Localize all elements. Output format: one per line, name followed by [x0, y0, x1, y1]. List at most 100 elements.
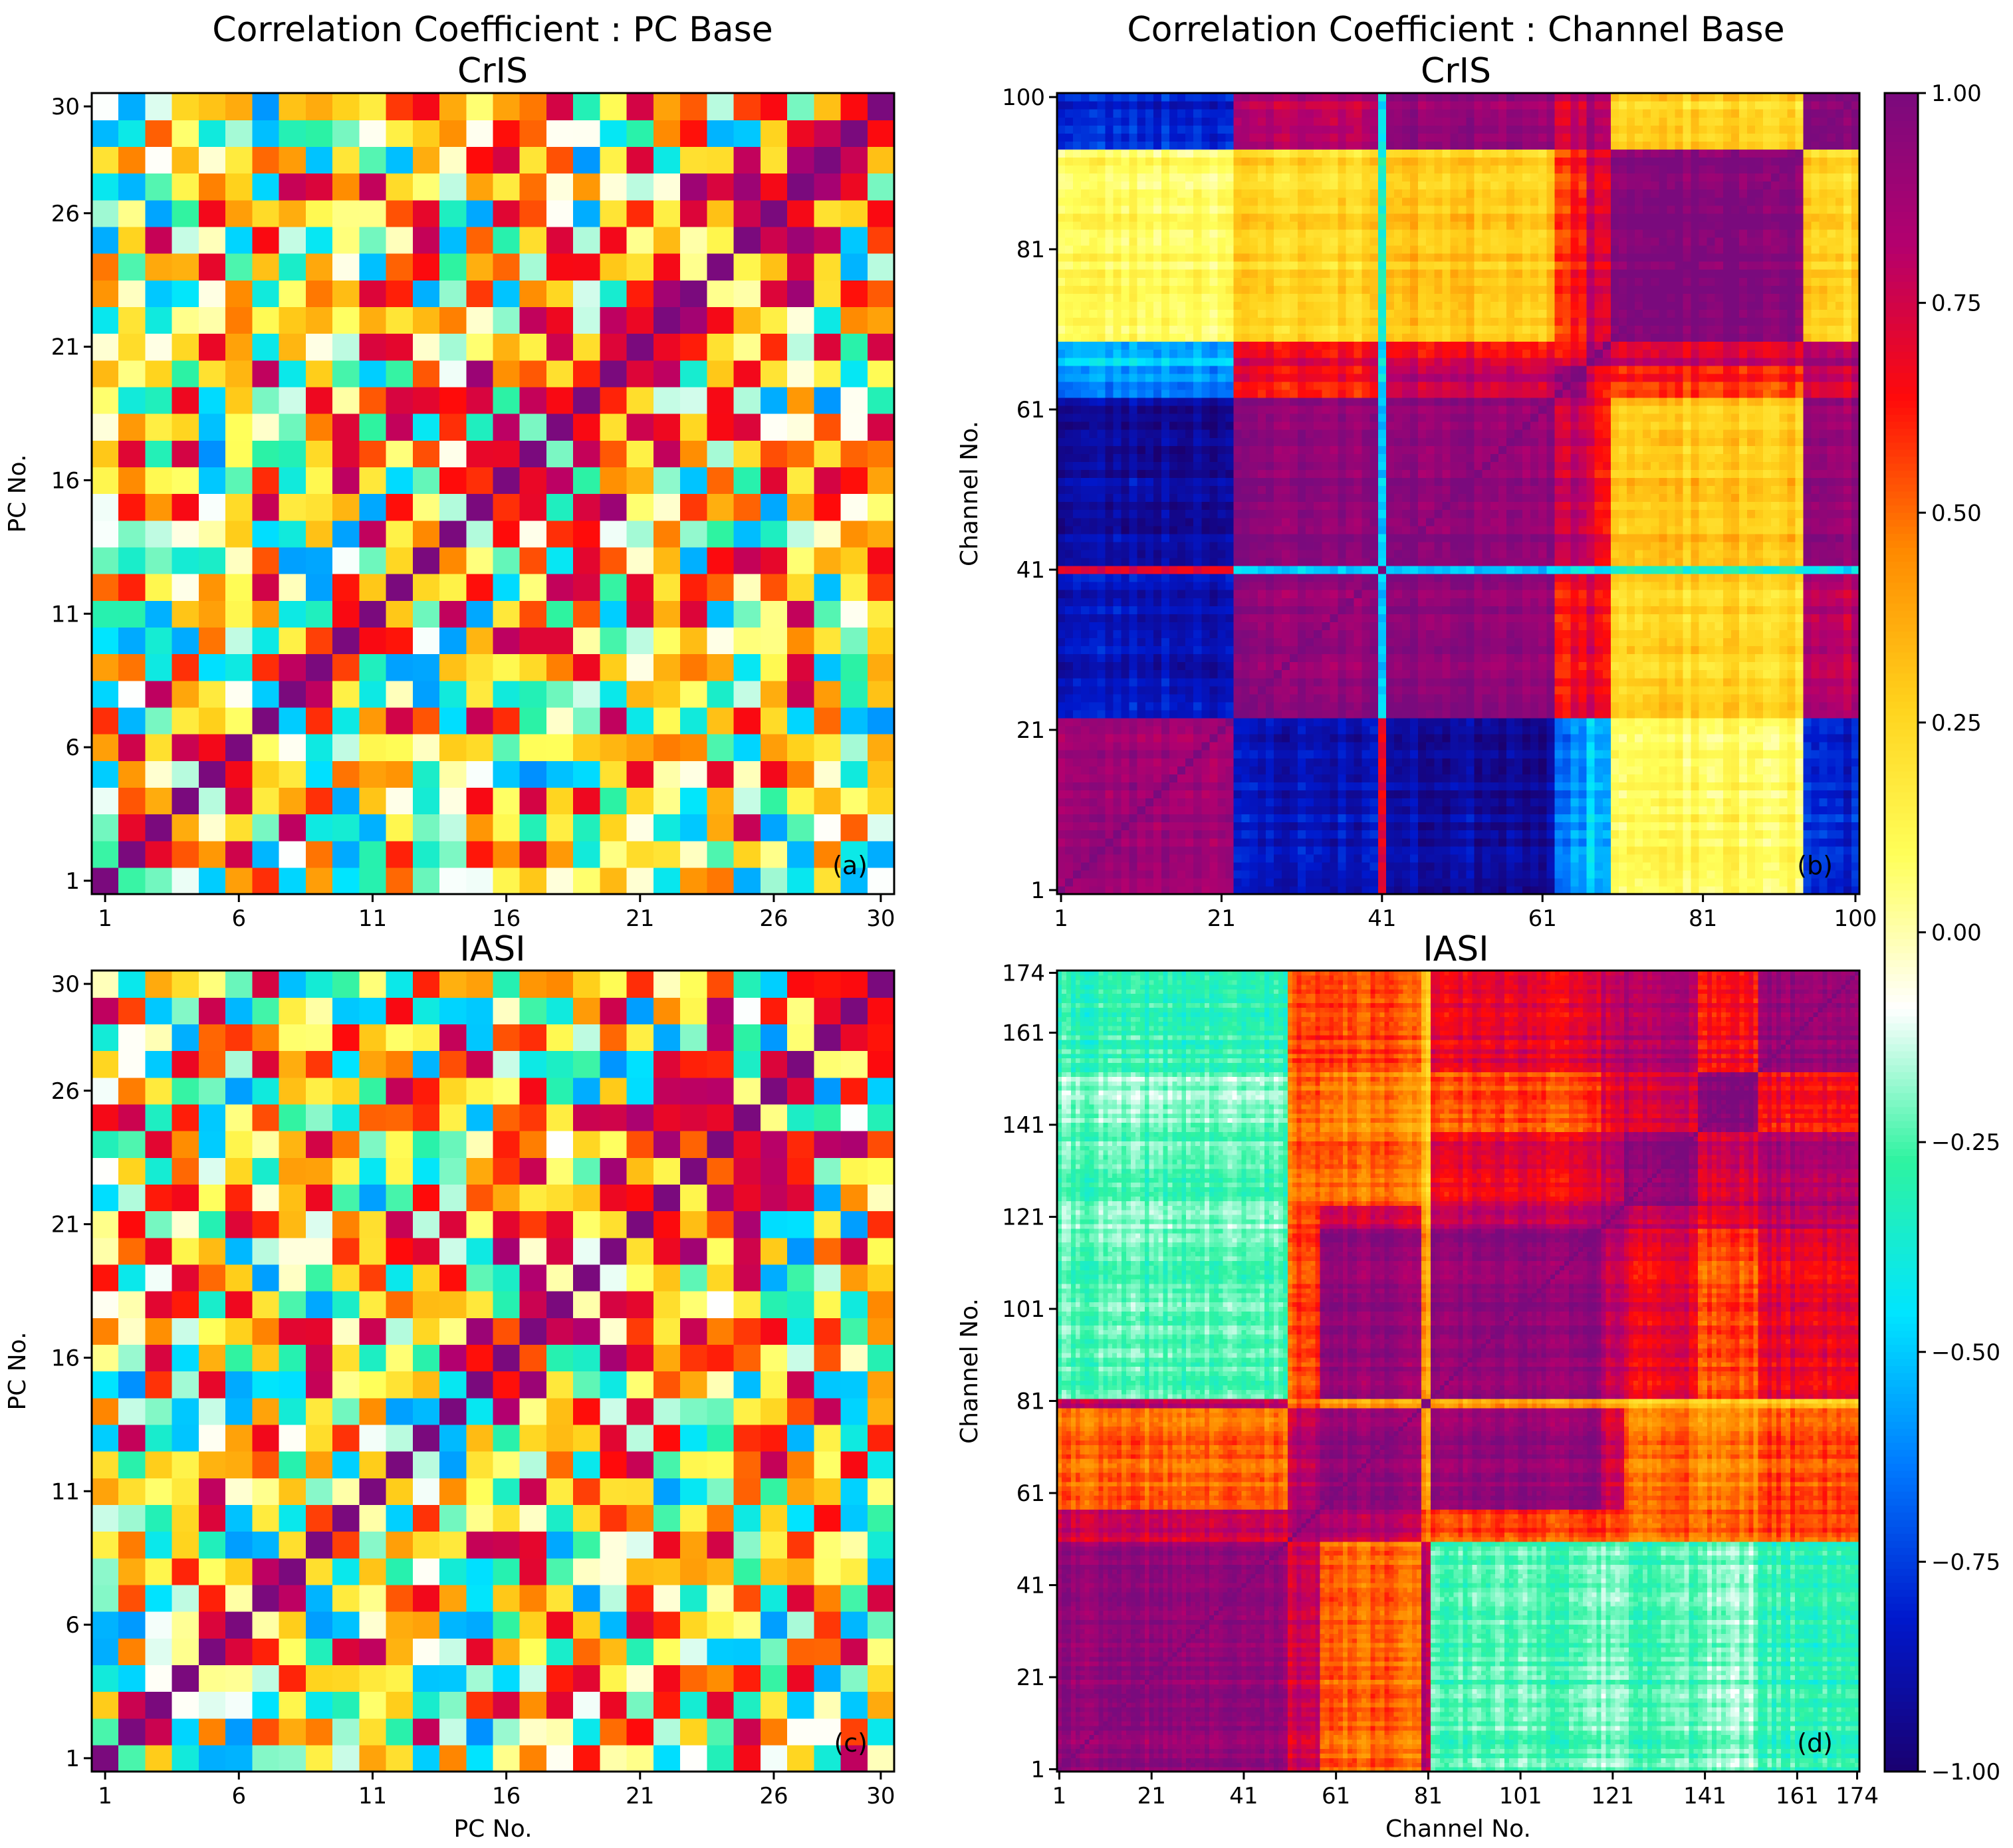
heatmap-cell — [1314, 709, 1322, 719]
heatmap-cell — [1554, 574, 1564, 582]
heatmap-cell — [1073, 790, 1082, 798]
heatmap-cell — [1354, 798, 1363, 807]
heatmap-cell — [1217, 622, 1227, 630]
heatmap-cell — [145, 653, 173, 681]
heatmap-cell — [1089, 734, 1098, 743]
heatmap-cell — [1209, 669, 1218, 679]
heatmap-cell — [814, 173, 842, 201]
heatmap-cell — [1346, 677, 1355, 687]
heatmap-cell — [1458, 622, 1467, 630]
heatmap-cell — [546, 680, 574, 708]
heatmap-cell — [118, 93, 146, 120]
heatmap-cell — [1225, 630, 1235, 638]
heatmap-cell — [1362, 653, 1371, 663]
heatmap-cell — [733, 280, 761, 307]
heatmap-cell — [225, 653, 253, 681]
heatmap-cell — [1426, 606, 1435, 614]
heatmap-cell — [1578, 877, 1588, 887]
heatmap-cell — [1105, 685, 1114, 695]
heatmap-cell — [1298, 622, 1306, 630]
heatmap-cell — [1538, 574, 1547, 582]
heatmap-cell — [1835, 709, 1844, 719]
heatmap-cell — [1298, 565, 1306, 574]
heatmap-cell — [1369, 725, 1379, 735]
heatmap-cell — [1249, 774, 1258, 782]
heatmap-cell — [359, 440, 387, 467]
heatmap-cell — [1722, 653, 1732, 663]
heatmap-cell — [1490, 814, 1499, 823]
heatmap-cell — [1137, 877, 1146, 887]
heatmap-cell — [707, 413, 735, 441]
heatmap-cell — [359, 653, 387, 681]
heatmap-cell — [1057, 645, 1066, 655]
heatmap-cell — [1153, 750, 1162, 758]
heatmap-cell — [1298, 782, 1306, 790]
heatmap-cell — [519, 653, 547, 681]
heatmap-cell — [1546, 637, 1555, 647]
heatmap-cell — [1233, 750, 1243, 758]
heatmap-cell — [1369, 766, 1379, 774]
heatmap-cell — [1747, 790, 1756, 798]
heatmap-cell — [1322, 645, 1330, 655]
heatmap-cell — [1474, 838, 1483, 847]
heatmap-cell — [1169, 606, 1178, 614]
heatmap-cell — [1081, 693, 1090, 703]
heatmap-cell — [1322, 774, 1330, 782]
heatmap-cell — [1722, 725, 1732, 735]
heatmap-cell — [412, 734, 440, 761]
heatmap-cell — [1393, 685, 1403, 695]
heatmap-cell — [1410, 838, 1419, 847]
heatmap-cell — [1249, 790, 1258, 798]
heatmap-cell — [1393, 677, 1403, 687]
heatmap-cell — [653, 493, 681, 521]
heatmap-cell — [1346, 798, 1355, 807]
heatmap-cell — [1795, 574, 1804, 582]
heatmap-cell — [546, 574, 574, 601]
heatmap-cell — [1377, 614, 1387, 622]
heatmap-cell — [1787, 653, 1796, 663]
heatmap-cell — [359, 574, 387, 601]
heatmap-cell — [1153, 598, 1162, 606]
heatmap-cell — [1811, 717, 1820, 727]
heatmap-cell — [466, 627, 494, 655]
heatmap-cell — [1177, 790, 1186, 798]
heatmap-cell — [252, 840, 280, 868]
heatmap-cell — [1747, 701, 1756, 711]
heatmap-cell — [1683, 790, 1692, 798]
heatmap-cell — [1354, 862, 1363, 871]
heatmap-cell — [1177, 717, 1186, 727]
heatmap-cell — [1803, 645, 1812, 655]
heatmap-cell — [1635, 774, 1643, 782]
heatmap-cell — [1803, 830, 1812, 839]
heatmap-cell — [1241, 645, 1250, 655]
heatmap-cell — [1747, 709, 1756, 719]
heatmap-cell — [225, 627, 253, 655]
heatmap-cell — [1635, 822, 1643, 831]
heatmap-cell — [1233, 742, 1243, 751]
heatmap-cell — [1346, 622, 1355, 630]
heatmap-cell — [1257, 565, 1266, 574]
heatmap-cell — [1498, 838, 1507, 847]
heatmap-cell — [840, 787, 868, 815]
heatmap-cell — [1722, 630, 1732, 638]
heatmap-cell — [1113, 614, 1122, 622]
heatmap-cell — [1121, 630, 1130, 638]
heatmap-cell — [1338, 774, 1347, 782]
heatmap-cell — [279, 574, 306, 601]
heatmap-cell — [1482, 614, 1491, 622]
heatmap-cell — [1209, 742, 1218, 751]
heatmap-cell — [1434, 709, 1443, 719]
heatmap-cell — [1169, 766, 1178, 774]
heatmap-cell — [493, 333, 521, 361]
heatmap-cell — [145, 120, 173, 147]
heatmap-cell — [1322, 790, 1330, 798]
heatmap-cell — [1418, 622, 1427, 630]
heatmap-cell — [1129, 750, 1138, 758]
heatmap-cell — [1610, 598, 1619, 606]
heatmap-cell — [1306, 693, 1314, 703]
heatmap-cell — [1643, 806, 1651, 815]
heatmap-cell — [1586, 725, 1596, 735]
heatmap-cell — [1715, 838, 1724, 847]
heatmap-cell — [1290, 685, 1298, 695]
heatmap-cell — [359, 546, 387, 574]
